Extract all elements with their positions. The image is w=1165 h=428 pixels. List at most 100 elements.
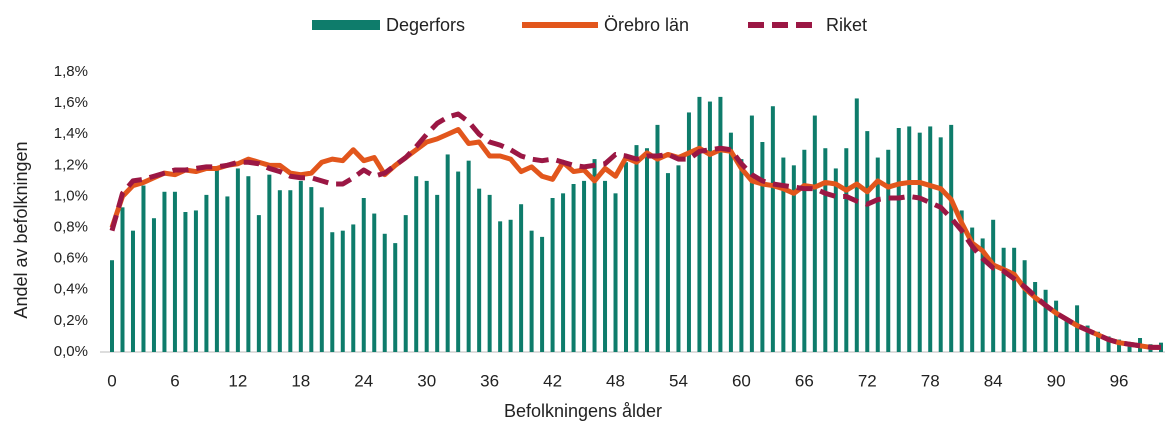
bar bbox=[130, 230, 135, 352]
bar bbox=[330, 232, 335, 352]
bar bbox=[288, 190, 293, 352]
bar bbox=[340, 230, 345, 352]
bar bbox=[1075, 305, 1080, 352]
bar bbox=[1064, 317, 1069, 352]
bar bbox=[540, 236, 545, 352]
bar bbox=[256, 215, 261, 352]
bar bbox=[917, 132, 922, 352]
y-tick-label: 1,0% bbox=[54, 187, 88, 204]
bar bbox=[361, 198, 366, 352]
legend-label: Örebro län bbox=[604, 15, 689, 35]
bar bbox=[1001, 247, 1006, 352]
bar bbox=[162, 191, 167, 352]
bar bbox=[886, 149, 891, 352]
bar bbox=[214, 168, 219, 352]
bar bbox=[120, 207, 125, 352]
x-tick-label: 24 bbox=[354, 371, 373, 390]
bar bbox=[592, 159, 597, 352]
bar bbox=[183, 212, 188, 352]
bar bbox=[277, 190, 282, 352]
y-tick-label: 0,8% bbox=[54, 219, 88, 236]
y-tick-label: 1,8% bbox=[54, 63, 88, 80]
line bbox=[109, 127, 1161, 350]
x-tick-label: 72 bbox=[858, 371, 877, 390]
bar bbox=[970, 227, 975, 352]
bar bbox=[456, 171, 461, 352]
bar bbox=[991, 219, 996, 352]
bar bbox=[246, 176, 251, 352]
bar bbox=[529, 230, 534, 352]
legend-swatch bbox=[312, 20, 380, 30]
bar bbox=[235, 168, 240, 352]
bar bbox=[865, 131, 870, 352]
y-tick-label: 0,0% bbox=[54, 343, 88, 360]
bar bbox=[151, 218, 156, 352]
y-tick-label: 1,6% bbox=[54, 94, 88, 111]
bar bbox=[319, 207, 324, 352]
bar bbox=[141, 185, 146, 352]
bar bbox=[833, 168, 838, 352]
x-tick-label: 66 bbox=[795, 371, 814, 390]
bar bbox=[949, 124, 954, 352]
bar bbox=[676, 165, 681, 352]
bar bbox=[1117, 339, 1122, 352]
bar bbox=[193, 210, 198, 352]
bar bbox=[665, 173, 670, 352]
x-tick-label: 30 bbox=[417, 371, 436, 390]
bar bbox=[728, 132, 733, 352]
bar bbox=[445, 154, 450, 352]
bar bbox=[487, 194, 492, 352]
bar bbox=[498, 221, 503, 352]
x-tick-label: 6 bbox=[170, 371, 179, 390]
bar bbox=[938, 137, 943, 352]
bar bbox=[875, 157, 880, 352]
y-axis-title: Andel av befolkningen bbox=[11, 141, 31, 318]
bar bbox=[959, 210, 964, 352]
bar bbox=[655, 124, 660, 352]
bar bbox=[172, 191, 177, 352]
bar bbox=[561, 193, 566, 352]
bar bbox=[550, 198, 555, 352]
bar bbox=[477, 188, 482, 352]
x-tick-label: 18 bbox=[291, 371, 310, 390]
bar bbox=[749, 115, 754, 352]
x-tick-label: 96 bbox=[1110, 371, 1129, 390]
bar bbox=[603, 180, 608, 352]
bar bbox=[812, 115, 817, 352]
bar bbox=[844, 148, 849, 352]
y-tick-label: 0,6% bbox=[54, 250, 88, 267]
bar bbox=[403, 215, 408, 352]
bar bbox=[582, 180, 587, 352]
bar bbox=[267, 174, 272, 352]
bar bbox=[204, 194, 209, 352]
bar bbox=[110, 260, 114, 352]
bar bbox=[1096, 331, 1101, 352]
bar bbox=[739, 159, 744, 352]
bar bbox=[1106, 336, 1111, 352]
legend-label: Riket bbox=[826, 15, 867, 35]
y-tick-label: 1,2% bbox=[54, 156, 88, 173]
bar bbox=[854, 98, 859, 352]
x-tick-label: 42 bbox=[543, 371, 562, 390]
bar bbox=[571, 184, 576, 352]
bar bbox=[351, 224, 356, 352]
bar bbox=[634, 145, 639, 352]
bar bbox=[414, 176, 419, 352]
bar bbox=[1085, 325, 1090, 352]
bar bbox=[896, 128, 901, 352]
bar bbox=[309, 187, 314, 352]
x-tick-label: 60 bbox=[732, 371, 751, 390]
x-tick-label: 48 bbox=[606, 371, 625, 390]
bar bbox=[1012, 247, 1017, 352]
bar bbox=[1043, 289, 1048, 352]
bar bbox=[781, 157, 786, 352]
y-tick-label: 0,4% bbox=[54, 281, 88, 298]
bar bbox=[980, 238, 985, 352]
x-axis-title: Befolkningens ålder bbox=[504, 401, 662, 421]
line bbox=[109, 111, 1161, 350]
bar bbox=[382, 233, 387, 352]
bar bbox=[686, 112, 691, 352]
legend-label: Degerfors bbox=[386, 15, 465, 35]
y-tick-label: 0,2% bbox=[54, 312, 88, 329]
y-tick-label: 1,4% bbox=[54, 125, 88, 142]
